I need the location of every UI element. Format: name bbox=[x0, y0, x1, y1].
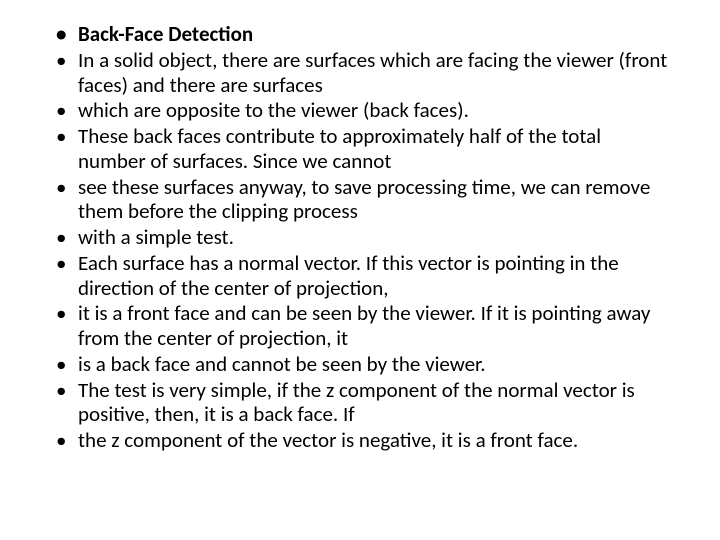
bullet-list: Back-Face Detection In a solid object, t… bbox=[48, 22, 672, 453]
bullet-item-title: Back-Face Detection bbox=[48, 22, 672, 47]
bullet-item: see these surfaces anyway, to save proce… bbox=[48, 175, 672, 225]
bullet-item: These back faces contribute to approxima… bbox=[48, 124, 672, 174]
slide: Back-Face Detection In a solid object, t… bbox=[0, 0, 720, 540]
bullet-item: with a simple test. bbox=[48, 225, 672, 250]
bullet-item: In a solid object, there are surfaces wh… bbox=[48, 48, 672, 98]
bullet-item: it is a front face and can be seen by th… bbox=[48, 301, 672, 351]
bullet-item: The test is very simple, if the z compon… bbox=[48, 378, 672, 428]
bullet-item: which are opposite to the viewer (back f… bbox=[48, 98, 672, 123]
bullet-item: Each surface has a normal vector. If thi… bbox=[48, 251, 672, 301]
bullet-item: the z component of the vector is negativ… bbox=[48, 428, 672, 453]
bullet-item: is a back face and cannot be seen by the… bbox=[48, 352, 672, 377]
